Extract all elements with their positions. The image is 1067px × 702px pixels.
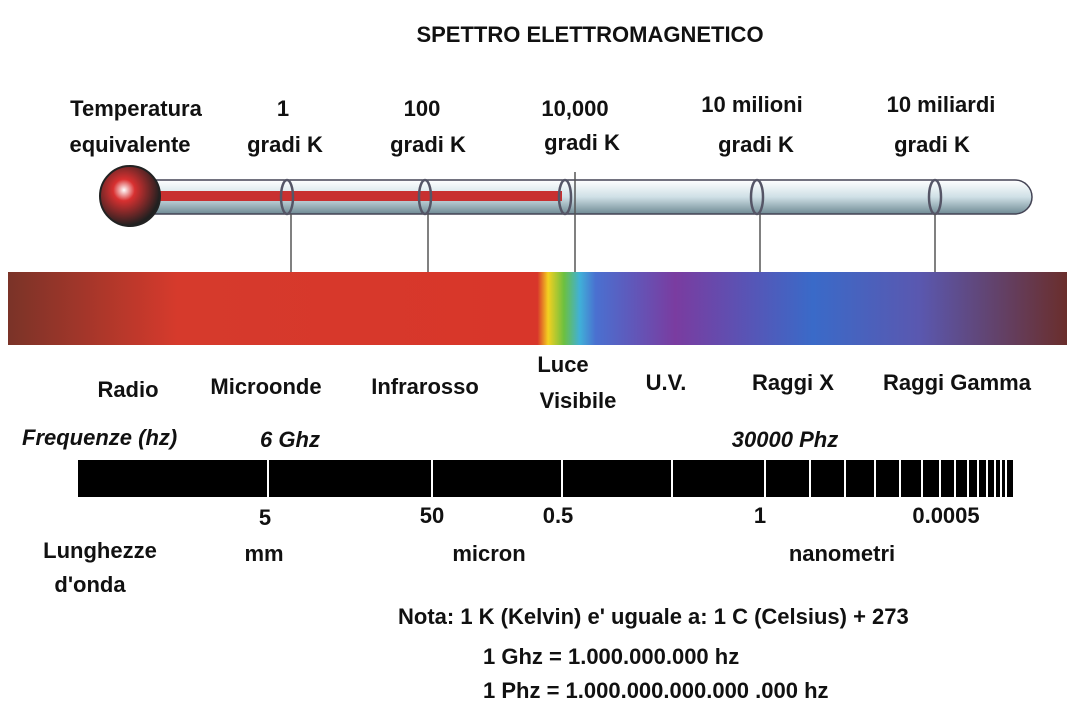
frequency-scale <box>78 460 1013 497</box>
wavelength-label: d'onda <box>54 572 126 597</box>
temp-value: 10,000 <box>541 96 608 121</box>
band-label: Radio <box>97 377 158 402</box>
note: 1 Phz = 1.000.000.000.000 .000 hz <box>483 678 829 702</box>
temp-unit: gradi K <box>390 132 466 157</box>
frequency-mark: 30000 Phz <box>732 427 838 452</box>
wavelength-value: 0.0005 <box>912 503 979 528</box>
band-label: Microonde <box>210 374 321 399</box>
band-label: Raggi X <box>752 370 834 395</box>
temp-value: 1 <box>277 96 289 121</box>
band-label: U.V. <box>646 370 687 395</box>
note: Nota: 1 K (Kelvin) e' uguale a: 1 C (Cel… <box>398 604 909 629</box>
wavelength-unit: micron <box>452 541 525 566</box>
temp-unit: gradi K <box>544 130 620 155</box>
band-label: Luce <box>537 352 588 377</box>
wavelength-unit: nanometri <box>789 541 895 566</box>
frequency-mark: 6 Ghz <box>260 427 320 452</box>
temp-unit: gradi K <box>718 132 794 157</box>
wavelength-unit: mm <box>244 541 283 566</box>
note: 1 Ghz = 1.000.000.000 hz <box>483 644 739 669</box>
temp-label: Temperatura <box>70 96 202 121</box>
temp-value: 100 <box>404 96 441 121</box>
temp-value: 10 miliardi <box>887 92 996 117</box>
temp-unit: gradi K <box>894 132 970 157</box>
band-label: Infrarosso <box>371 374 479 399</box>
title: SPETTRO ELETTROMAGNETICO <box>416 22 763 47</box>
temp-label: equivalente <box>69 132 190 157</box>
thermometer <box>99 165 1033 272</box>
band-label: Raggi Gamma <box>883 370 1032 395</box>
band-label: Visibile <box>540 388 617 413</box>
wavelength-label: Lunghezze <box>43 538 157 563</box>
wavelength-value: 1 <box>754 503 766 528</box>
temp-unit: gradi K <box>247 132 323 157</box>
wavelength-value: 5 <box>259 505 271 530</box>
frequency-label: Frequenze (hz) <box>22 425 177 450</box>
temp-value: 10 milioni <box>701 92 802 117</box>
wavelength-value: 0.5 <box>543 503 574 528</box>
spectrum <box>8 272 1067 345</box>
wavelength-value: 50 <box>420 503 444 528</box>
